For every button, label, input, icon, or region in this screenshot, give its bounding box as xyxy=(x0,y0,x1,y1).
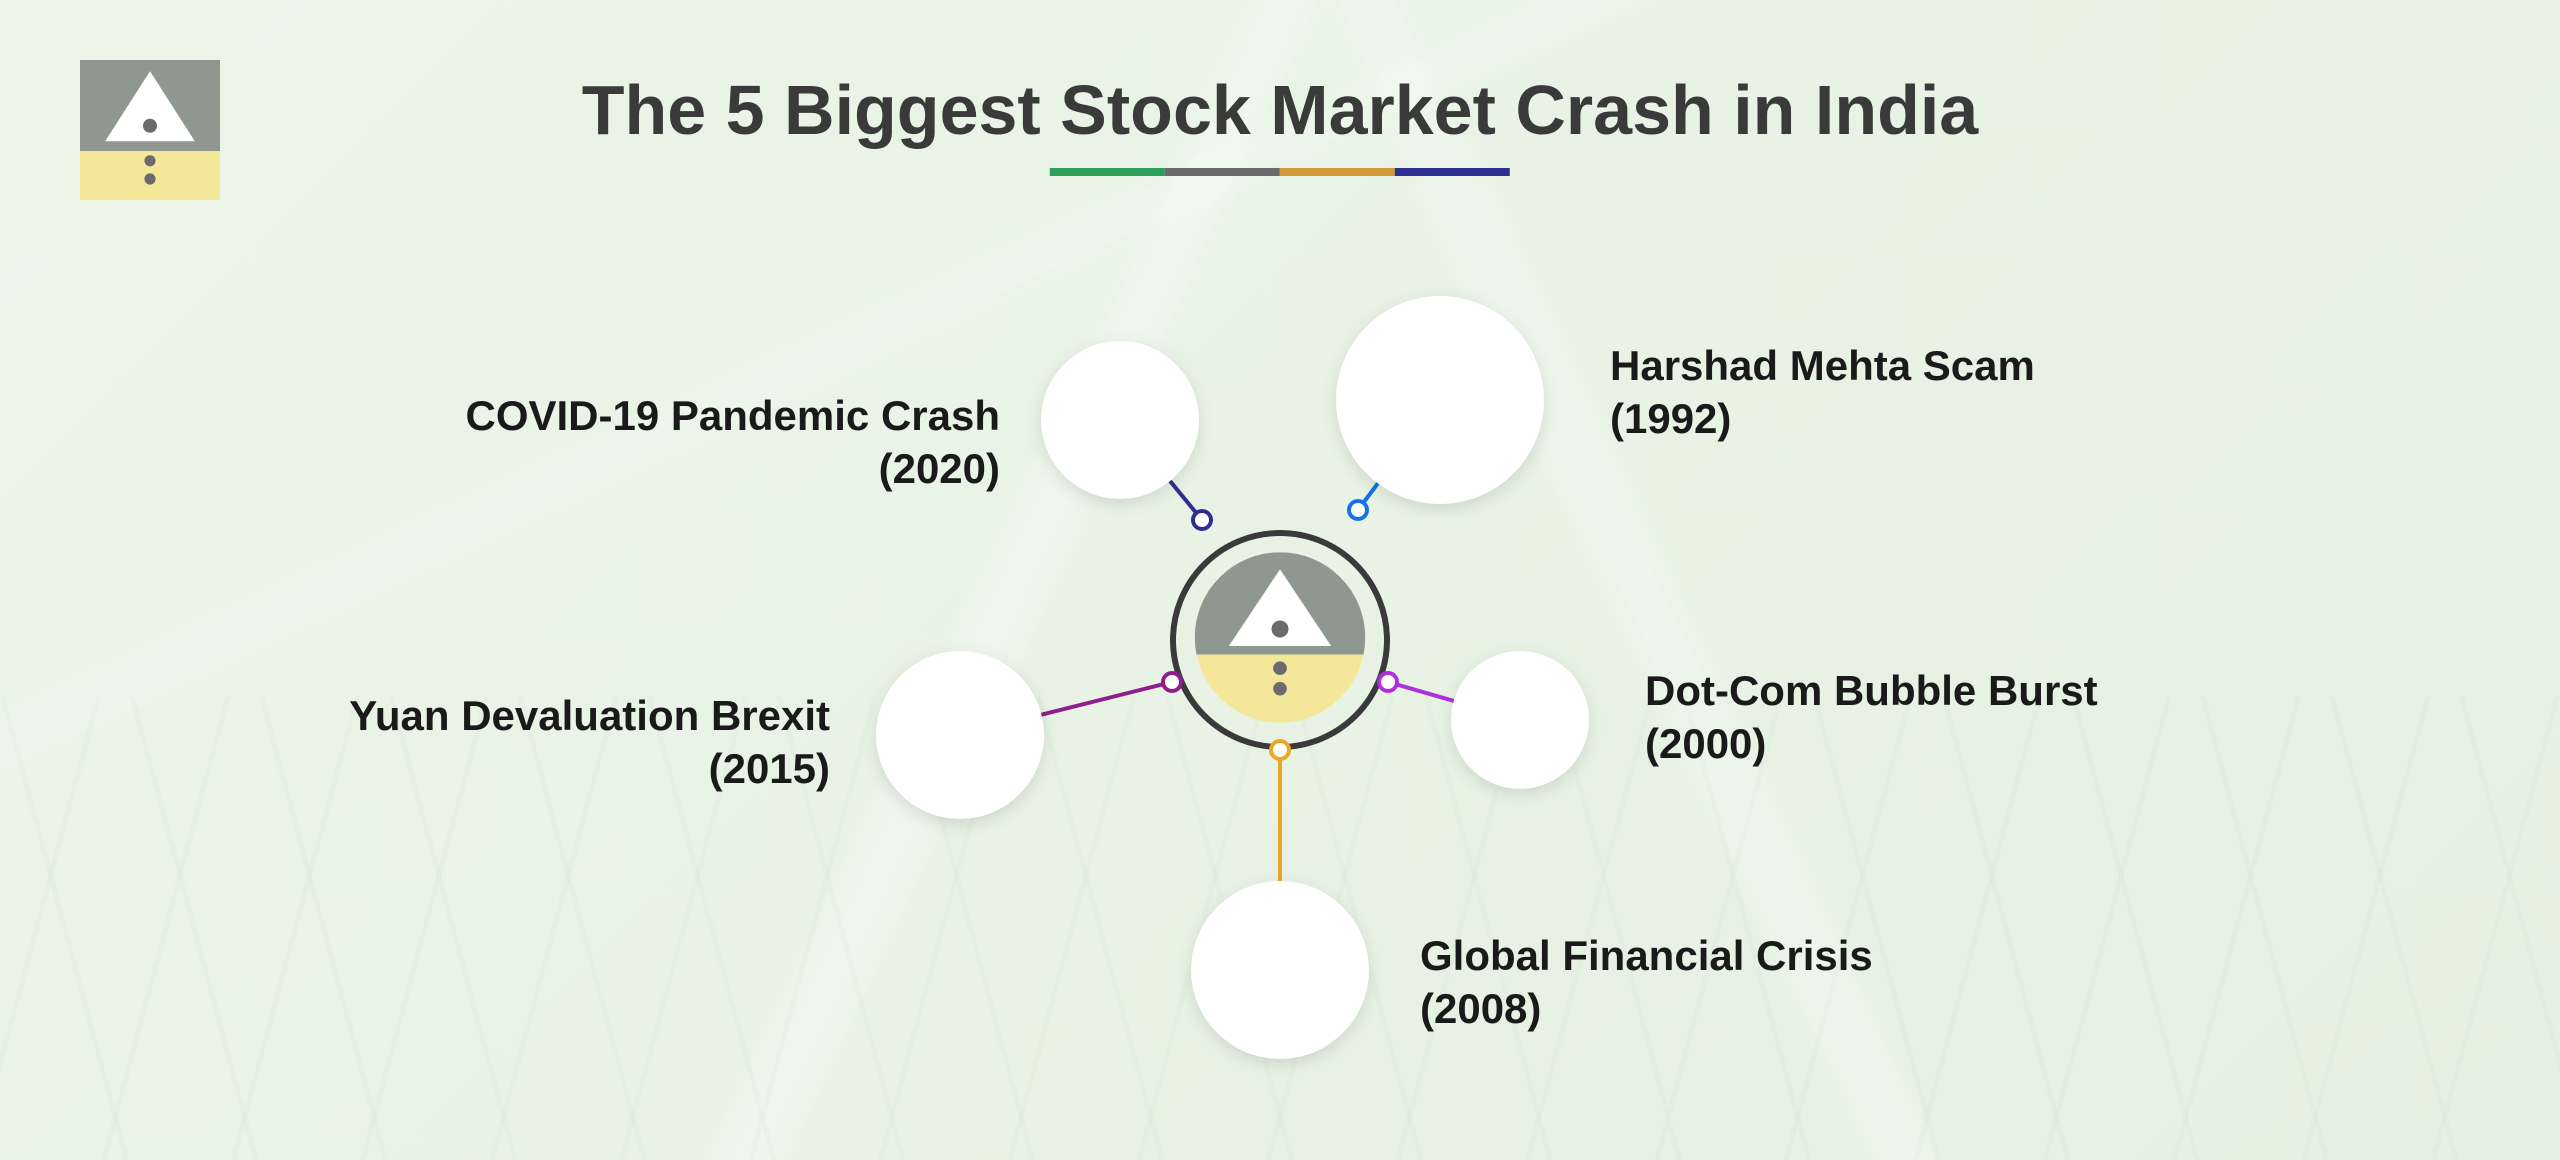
label-year-02: (2000) xyxy=(1645,718,2098,771)
label-03: Global Financial Crisis(2008) xyxy=(1420,930,1873,1035)
brand-logo-icon xyxy=(80,60,220,200)
underline-seg-2 xyxy=(1165,168,1280,176)
ring-dot-02 xyxy=(1377,671,1399,693)
label-year-05: (2020) xyxy=(465,443,1000,496)
node-number-05: 05 xyxy=(1094,393,1145,447)
node-05: 05 xyxy=(1055,355,1185,485)
label-title-02: Dot-Com Bubble Burst xyxy=(1645,667,2098,714)
ring-dot-04 xyxy=(1161,671,1183,693)
label-year-03: (2008) xyxy=(1420,983,1873,1036)
node-number-03: 03 xyxy=(1251,940,1309,1000)
label-year-04: (2015) xyxy=(349,743,830,796)
node-number-01: 01 xyxy=(1406,365,1475,436)
label-title-04: Yuan Devaluation Brexit xyxy=(349,692,830,739)
underline-seg-1 xyxy=(1050,168,1165,176)
node-03: 03 xyxy=(1205,895,1355,1045)
brand-logo-corner xyxy=(80,60,220,200)
center-logo-icon xyxy=(1195,552,1366,728)
title-text: The 5 Biggest Stock Market Crash in Indi… xyxy=(582,70,1978,150)
title-underline xyxy=(1050,168,1510,176)
node-number-04: 04 xyxy=(933,708,986,763)
ring-dot-01 xyxy=(1347,499,1369,521)
node-02: 02 xyxy=(1465,665,1575,775)
node-04: 04 xyxy=(890,665,1030,805)
label-year-01: (1992) xyxy=(1610,393,2035,446)
label-title-01: Harshad Mehta Scam xyxy=(1610,342,2035,389)
label-title-03: Global Financial Crisis xyxy=(1420,932,1873,979)
ring-dot-03 xyxy=(1269,739,1291,761)
node-number-02: 02 xyxy=(1498,698,1543,743)
underline-seg-3 xyxy=(1280,168,1395,176)
connector-03 xyxy=(1278,750,1282,895)
label-title-05: COVID-19 Pandemic Crash xyxy=(465,392,1000,439)
underline-seg-4 xyxy=(1395,168,1510,176)
label-02: Dot-Com Bubble Burst(2000) xyxy=(1645,665,2098,770)
ring-dot-05 xyxy=(1191,509,1213,531)
label-01: Harshad Mehta Scam(1992) xyxy=(1610,340,2035,445)
label-04: Yuan Devaluation Brexit(2015) xyxy=(349,690,830,795)
page-title: The 5 Biggest Stock Market Crash in Indi… xyxy=(582,70,1978,176)
node-01: 01 xyxy=(1350,310,1530,490)
label-05: COVID-19 Pandemic Crash(2020) xyxy=(465,390,1000,495)
